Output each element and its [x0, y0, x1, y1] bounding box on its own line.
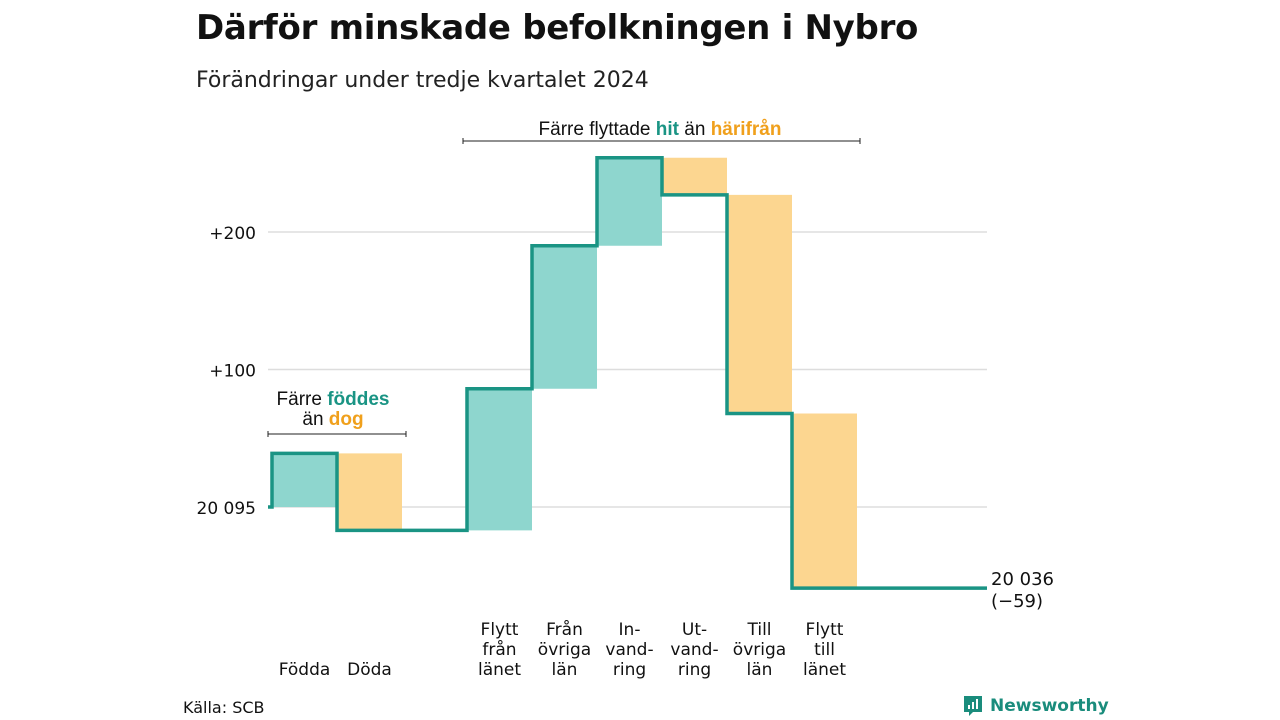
category-label: Från — [546, 619, 583, 640]
births-annotation-text: Färre föddes — [277, 389, 390, 410]
brand-name: Newsworthy — [990, 696, 1109, 716]
category-label: ring — [613, 660, 646, 680]
y-tick-label: +100 — [209, 362, 256, 382]
migration-annotation-a: hit — [656, 119, 680, 140]
waterfall-bar — [597, 157, 662, 246]
category-label: ring — [678, 660, 711, 680]
births-annotation-pre: Färre — [277, 389, 328, 410]
migration-annotation-pre: Färre flyttade — [539, 119, 656, 140]
category-label: länet — [478, 660, 521, 680]
births-annotation-text: än dog — [302, 409, 363, 430]
waterfall-bar — [532, 245, 597, 389]
category-label: Födda — [279, 660, 331, 680]
chart-title: Därför minskade befolkningen i Nybro — [196, 8, 919, 48]
migration-annotation-b: härifrån — [711, 119, 782, 140]
category-label: län — [747, 660, 773, 680]
y-tick-label: 20 095 — [197, 499, 256, 519]
category-label: Döda — [347, 660, 392, 680]
waterfall-bar — [337, 453, 402, 531]
births-annotation-b: dog — [329, 409, 364, 430]
category-label: till — [814, 640, 835, 660]
category-label: länet — [803, 660, 846, 680]
category-label: övriga — [733, 640, 786, 660]
end-value-label: 20 036 — [991, 569, 1054, 590]
births-annotation-a: föddes — [327, 389, 389, 410]
source-note: Källa: SCB — [183, 698, 265, 717]
category-label: övriga — [538, 640, 591, 660]
brand-logo: Newsworthy — [962, 694, 1109, 718]
waterfall-bar — [272, 453, 337, 507]
waterfall-bar — [467, 388, 532, 531]
chart-subtitle: Förändringar under tredje kvartalet 2024 — [196, 68, 649, 93]
waterfall-bar — [662, 157, 727, 195]
category-label: län — [552, 660, 578, 680]
waterfall-bar — [727, 194, 792, 414]
waterfall-bar — [792, 413, 857, 589]
newsworthy-logo-icon — [964, 696, 982, 716]
category-label: In- — [619, 620, 641, 640]
end-change-label: (−59) — [991, 591, 1043, 612]
migration-annotation-text: Färre flyttade hit än härifrån — [539, 119, 782, 140]
category-label: Ut- — [682, 620, 707, 640]
category-label: Flytt — [481, 620, 519, 640]
category-label: från — [482, 639, 516, 660]
category-label: vand- — [670, 640, 718, 660]
migration-annotation-mid: än — [679, 119, 711, 140]
y-tick-label: +200 — [209, 224, 256, 244]
births-annotation-mid: än — [302, 409, 328, 430]
category-label: Flytt — [806, 620, 844, 640]
category-label: vand- — [605, 640, 653, 660]
category-label: Till — [746, 620, 771, 640]
cumulative-step-line — [268, 156, 987, 590]
